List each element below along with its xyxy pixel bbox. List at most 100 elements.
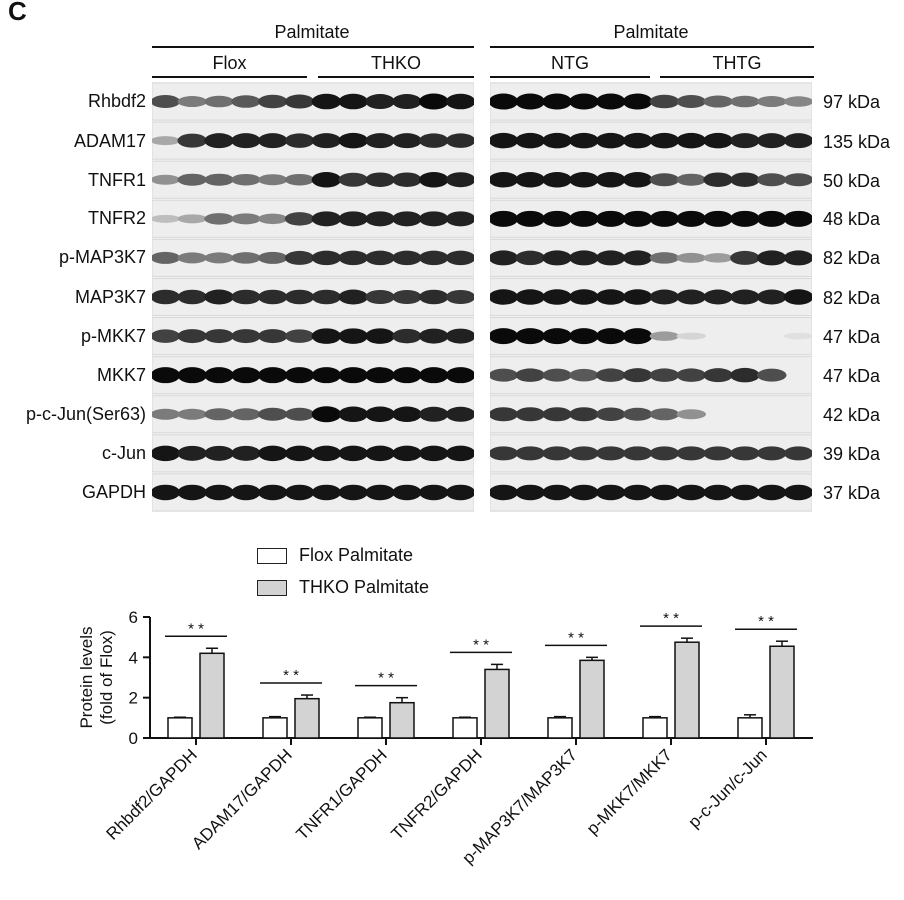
blot-band	[284, 367, 315, 384]
blot-band	[490, 171, 519, 188]
blot-band	[445, 290, 474, 304]
blot-band	[418, 406, 449, 422]
blot-band	[490, 250, 519, 266]
kda-label-c-jun: 39 kDa	[823, 444, 881, 464]
significance-stars: * *	[758, 613, 774, 630]
significance-stars: * *	[283, 667, 299, 684]
blot-band	[515, 250, 546, 266]
blot-band	[569, 484, 599, 501]
blot-band	[730, 250, 760, 265]
blot-band	[622, 328, 653, 345]
blot-band	[231, 289, 261, 305]
blot-band	[418, 133, 449, 148]
protein-label-c-jun: c-Jun	[101, 443, 146, 463]
significance-stars: * *	[473, 636, 489, 653]
blot-band	[730, 446, 760, 461]
right-group-line	[490, 46, 814, 48]
blot-band	[177, 445, 208, 461]
bar-thko	[294, 697, 320, 739]
kda-label-adam17: 135 kDa	[823, 132, 891, 152]
blot-band	[177, 214, 208, 224]
blot-band	[756, 289, 787, 305]
blot-band	[418, 445, 449, 462]
y-tick-label: 2	[129, 689, 138, 708]
panel-letter: C	[8, 0, 27, 26]
protein-label-tnfr1: TNFR1	[88, 170, 146, 190]
blot-band	[365, 484, 395, 501]
blot-band	[204, 95, 234, 108]
blot-band	[703, 172, 733, 187]
blot-band	[595, 210, 626, 227]
blot-band	[783, 289, 812, 305]
blot-band	[569, 328, 599, 345]
blot-band	[231, 445, 261, 461]
x-category-label: TNFR2/GAPDH	[388, 745, 486, 843]
blot-band	[177, 96, 208, 108]
blot-band	[392, 94, 422, 110]
blot-band	[177, 367, 208, 384]
blot-band	[338, 93, 369, 110]
protein-label-adam17: ADAM17	[73, 131, 146, 151]
protein-label-map3k7: MAP3K7	[74, 287, 146, 307]
blot-band	[490, 484, 519, 501]
legend-swatch-flox	[257, 548, 287, 564]
right-sub-label-thtg: THTG	[712, 53, 762, 73]
protein-label-mkk7: MKK7	[96, 365, 146, 385]
blot-band	[338, 406, 369, 423]
blot-band	[756, 446, 787, 461]
blot-band	[622, 407, 653, 421]
blot-band	[756, 173, 787, 187]
blot-band	[311, 367, 342, 384]
blot-band	[595, 368, 626, 382]
blot-band	[257, 329, 288, 344]
blot-band	[676, 289, 707, 305]
blot-band	[490, 289, 519, 305]
blot-band	[204, 213, 234, 225]
blot-image-left	[152, 82, 474, 512]
blot-band	[515, 93, 546, 110]
blot-band	[204, 329, 234, 344]
blot-band	[284, 484, 315, 501]
blot-band	[365, 290, 395, 304]
left-sub-label-thko: THKO	[370, 53, 421, 73]
blot-band	[365, 328, 395, 344]
blot-band	[595, 250, 626, 266]
blot-band	[284, 133, 315, 148]
blot-band	[231, 484, 261, 501]
blot-band	[730, 484, 760, 501]
blot-band	[676, 252, 707, 263]
blot-band	[622, 250, 653, 266]
blot-band	[445, 484, 474, 501]
blot-band	[177, 289, 208, 305]
blot-band	[595, 407, 626, 422]
bar-flox	[357, 717, 383, 739]
blot-band	[649, 484, 680, 501]
blot-band	[515, 210, 546, 227]
blot-band	[569, 171, 599, 188]
blot-band	[783, 484, 812, 501]
blot-band	[515, 484, 546, 501]
blot-band	[676, 210, 707, 227]
blot-band	[338, 445, 369, 462]
blot-band	[542, 368, 572, 382]
blot-band	[515, 328, 546, 345]
left-sub-line-thko	[318, 76, 474, 78]
left-group-line	[152, 46, 474, 48]
blot-band	[542, 250, 572, 266]
blot-band	[365, 133, 395, 149]
y-tick-label: 4	[129, 648, 138, 667]
blot-band	[445, 406, 474, 422]
blot-band	[311, 328, 342, 344]
blot-band	[445, 445, 474, 462]
blot-band	[569, 210, 599, 227]
blot-band	[311, 250, 342, 266]
blot-band	[515, 289, 546, 305]
significance-stars: * *	[378, 670, 394, 687]
bar-flox	[737, 717, 763, 739]
blot-band	[152, 408, 181, 420]
blot-band	[703, 132, 733, 149]
y-axis-label: Protein levels(fold of Flox)	[77, 626, 116, 728]
blot-band	[445, 367, 474, 384]
blot-band	[338, 172, 369, 187]
blot-band	[231, 173, 261, 186]
